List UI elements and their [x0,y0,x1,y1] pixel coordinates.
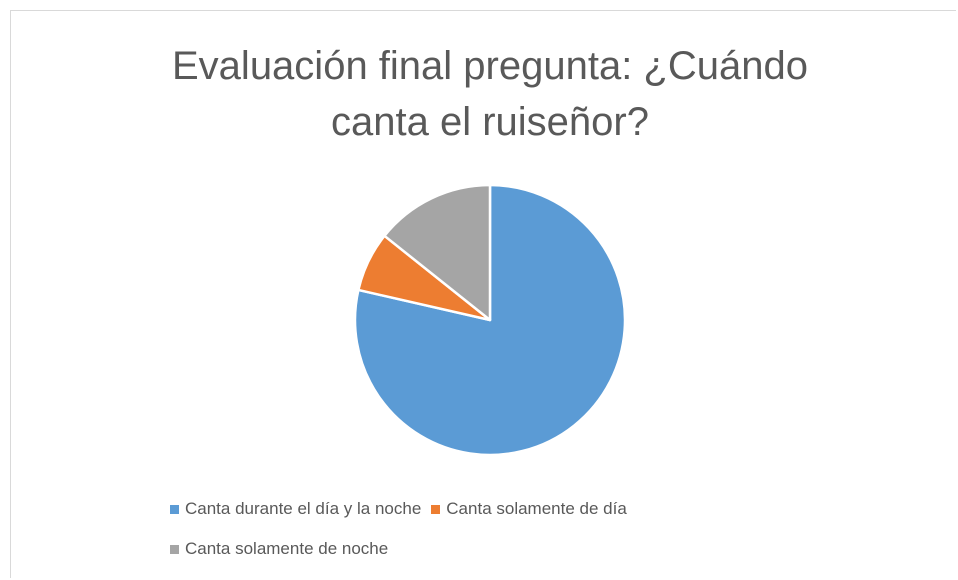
legend-item: Canta solamente de día [431,496,627,522]
legend-item: Canta solamente de noche [170,536,388,562]
legend-item: Canta durante el día y la noche [170,496,421,522]
pie-chart [353,183,627,457]
legend-swatch [170,504,179,514]
legend-label: Canta solamente de noche [185,539,389,558]
legend-swatch [170,544,179,554]
legend-label: Canta solamente de día [446,499,627,518]
chart-title: Evaluación final pregunta: ¿Cuándo canta… [172,44,808,144]
chart-area [10,10,956,578]
pie-slice [383,183,492,322]
legend: Canta durante el día y la noche Canta sol… [170,496,790,562]
legend-swatch [431,504,441,514]
legend-label: Canta durante el día y la noche [185,499,422,518]
